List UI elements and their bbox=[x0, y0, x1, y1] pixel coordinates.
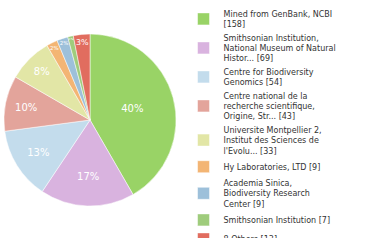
svg-text:Smithsonian Institution,Nation: Smithsonian Institution,National Museum … bbox=[224, 34, 336, 64]
svg-text:Smithsonian Institution [7]: Smithsonian Institution [7] bbox=[224, 216, 331, 225]
svg-text:10%: 10% bbox=[15, 102, 37, 113]
svg-text:Academia Sinica,Biodiversity R: Academia Sinica,Biodiversity ResearchCen… bbox=[224, 179, 310, 209]
svg-text:17%: 17% bbox=[77, 171, 99, 182]
svg-text:13%: 13% bbox=[27, 147, 49, 158]
svg-text:3%: 3% bbox=[76, 38, 89, 47]
svg-text:2%: 2% bbox=[60, 40, 69, 46]
svg-text:Hy Laboratories, LTD [9]: Hy Laboratories, LTD [9] bbox=[224, 163, 321, 172]
svg-text:2%: 2% bbox=[50, 45, 59, 51]
svg-text:8%: 8% bbox=[34, 66, 50, 77]
svg-text:8 Others [13]: 8 Others [13] bbox=[224, 235, 277, 238]
svg-text:40%: 40% bbox=[121, 103, 143, 114]
svg-text:Centre for BiodiversityGenomic: Centre for BiodiversityGenomics [54] bbox=[224, 68, 314, 87]
svg-text:Centre national de larecherche: Centre national de larecherche scientifi… bbox=[224, 92, 315, 122]
svg-text:1%: 1% bbox=[69, 37, 74, 41]
svg-text:Mined from GenBank, NCBI[158]: Mined from GenBank, NCBI[158] bbox=[224, 10, 333, 29]
svg-text:Universite Montpellier 2,Insti: Universite Montpellier 2,Institut des Sc… bbox=[224, 126, 322, 156]
